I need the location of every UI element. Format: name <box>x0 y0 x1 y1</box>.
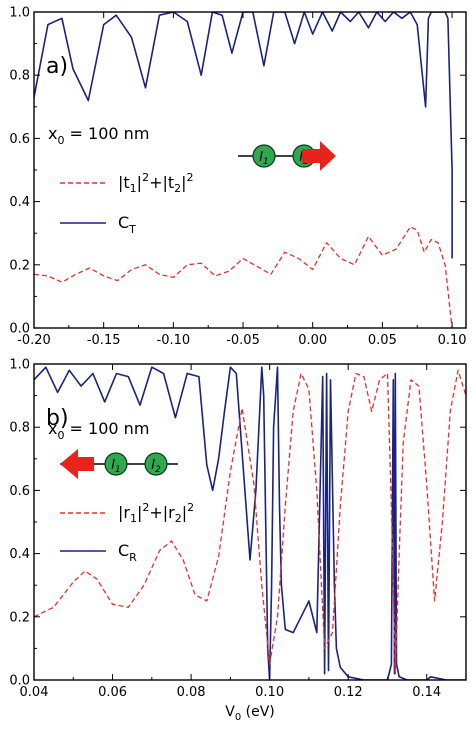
panel-b: 0.04 0.06 0.08 0.10 0.12 0.14 0.0 0.2 0.4 0.6 0.8 1… <box>9 358 467 700</box>
x-tick-label: 0.10 <box>255 685 284 700</box>
legend-part: | <box>182 503 187 522</box>
legend-part: +|r <box>149 503 175 522</box>
impurity-label: I2 <box>151 458 161 475</box>
x-tick-label: -0.20 <box>17 333 51 348</box>
x-axis-title-unit: (eV) <box>241 704 275 720</box>
impurity-letter: I <box>111 458 115 473</box>
y-tick-label: 0.8 <box>9 69 30 84</box>
legend-entry: |r1|2+|r2|2 <box>118 501 194 525</box>
legend-sub: R <box>129 551 137 564</box>
annotation-x0: x0 = 100 nm <box>48 419 149 442</box>
legend-sup: 2 <box>187 501 194 514</box>
x-tick-label: 0.04 <box>20 685 49 700</box>
x-axis-title: V0 (eV) <box>225 704 275 723</box>
y-tick-label: 0.2 <box>9 258 30 273</box>
x-tick-label: -0.05 <box>226 333 260 348</box>
x-tick-label: 0.14 <box>412 685 441 700</box>
impurity-dot <box>252 144 276 168</box>
impurity-label: I1 <box>111 458 121 475</box>
legend-sub: 2 <box>175 512 182 525</box>
legend-sub: T <box>128 223 136 236</box>
legend-sup: 2 <box>187 171 194 184</box>
annotation-x: x <box>48 419 57 438</box>
y-tick-label: 0.4 <box>9 547 30 562</box>
legend-sub: 2 <box>174 182 181 195</box>
x-tick-label: -0.15 <box>87 333 121 348</box>
x-tick-label: 0.12 <box>334 685 363 700</box>
legend-part: +|t <box>149 173 174 192</box>
direction-arrow <box>60 449 94 479</box>
legend-part: | <box>137 503 142 522</box>
panel-label: b) <box>46 406 69 431</box>
impurity-letter: I <box>151 458 155 473</box>
x-tick-label: 0.10 <box>438 333 467 348</box>
x-tick-label: 0.00 <box>298 333 327 348</box>
legend-part: C <box>118 541 129 560</box>
y-tick-label: 0.4 <box>9 195 30 210</box>
plot-frame <box>33 363 467 681</box>
x-tick-label: 0.08 <box>177 685 206 700</box>
y-tick-label: 0.2 <box>9 610 30 625</box>
legend-entry: CT <box>118 213 136 236</box>
y-tick-label: 0.6 <box>9 132 30 147</box>
legend-part: |r <box>118 503 130 522</box>
legend-sub: 1 <box>130 182 137 195</box>
legend-part: C <box>118 213 129 232</box>
impurity-dot <box>104 452 128 476</box>
series-line-solid <box>34 366 466 680</box>
y-tick-label: 0.0 <box>9 322 30 337</box>
impurity-dot <box>144 452 168 476</box>
impurity-index: 2 <box>155 465 161 475</box>
panel-label: a) <box>46 54 68 79</box>
legend-part: | <box>181 173 186 192</box>
direction-arrow <box>302 141 336 171</box>
legend-entry: |t1|2+|t2|2 <box>118 171 194 195</box>
plot-frame <box>33 11 467 329</box>
impurity-index: 1 <box>263 157 269 167</box>
annotation-sub: 0 <box>57 134 64 147</box>
y-tick-label: 0.6 <box>9 484 30 499</box>
impurity-letter: I <box>259 150 263 165</box>
annotation-value: = 100 nm <box>64 124 149 143</box>
annotation-x0: x0 = 100 nm <box>48 124 149 147</box>
x-tick-label: -0.10 <box>157 333 191 348</box>
annotation-value: = 100 nm <box>64 419 149 438</box>
x-tick-label: 0.05 <box>368 333 397 348</box>
legend-sup: 2 <box>142 171 149 184</box>
legend-part: |t <box>118 173 130 192</box>
impurity-label: I1 <box>259 150 269 167</box>
annotation-sub: 0 <box>57 429 64 442</box>
legend-part: | <box>137 173 142 192</box>
legend-sub: 1 <box>130 512 137 525</box>
series-line-dashed <box>34 369 466 675</box>
x-axis-title-base: V <box>225 704 235 720</box>
y-tick-label: 0.8 <box>9 421 30 436</box>
x-tick-label: 0.06 <box>98 685 127 700</box>
legend-entry: CR <box>118 541 137 564</box>
y-tick-label: 1.0 <box>9 358 30 373</box>
panel-a: -0.20 -0.15 -0.10 -0.05 0.00 0.05 0.10 0.0 0.2 0.… <box>9 6 467 348</box>
legend-sup: 2 <box>142 501 149 514</box>
y-tick-label: 0.0 <box>9 674 30 689</box>
series-line-solid <box>34 12 453 259</box>
y-tick-label: 1.0 <box>9 6 30 21</box>
series-line-dashed <box>34 226 453 328</box>
x-axis-title-sub: 0 <box>235 712 241 723</box>
impurity-index: 1 <box>115 465 121 475</box>
annotation-x: x <box>48 124 57 143</box>
impurity-letter: I <box>299 150 303 165</box>
